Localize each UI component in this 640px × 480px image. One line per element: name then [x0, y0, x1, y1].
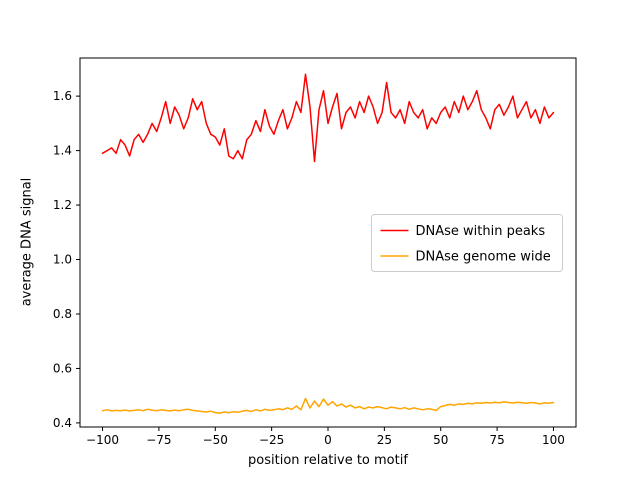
y-tick-label: 1.4	[53, 144, 72, 158]
legend-label: DNAse genome wide	[416, 250, 551, 265]
y-tick-label: 1.2	[53, 198, 72, 212]
legend: DNAse within peaks DNAse genome wide	[371, 214, 563, 272]
x-axis: −100 −75 −50 −25 0 25 50 75 100	[86, 427, 565, 447]
y-tick-label: 0.4	[53, 416, 72, 430]
legend-item-dnase-within-peaks: DNAse within peaks	[380, 224, 546, 239]
y-tick-label: 1.6	[53, 89, 72, 103]
x-tick-label: 25	[377, 433, 392, 447]
legend-box	[371, 214, 563, 272]
x-tick-label: −50	[203, 433, 228, 447]
y-tick-label: 0.6	[53, 361, 72, 375]
x-tick-label: −75	[146, 433, 171, 447]
x-tick-label: −100	[86, 433, 119, 447]
x-tick-label: 0	[324, 433, 332, 447]
y-tick-label: 0.8	[53, 307, 72, 321]
x-tick-label: 50	[433, 433, 448, 447]
series-group	[101, 73, 555, 414]
legend-label: DNAse within peaks	[416, 224, 546, 239]
x-axis-label: position relative to motif	[248, 453, 408, 468]
series-line-dnase-within-peaks	[101, 73, 555, 163]
y-axis: 0.4 0.6 0.8 1.0 1.2 1.4 1.6	[53, 89, 80, 430]
legend-item-dnase-genome-wide: DNAse genome wide	[380, 250, 551, 265]
y-axis-label: average DNA signal	[19, 177, 35, 307]
x-tick-label: 100	[542, 433, 565, 447]
x-tick-label: 75	[489, 433, 504, 447]
x-tick-label: −25	[259, 433, 284, 447]
series-line-dnase-genome-wide	[101, 397, 555, 414]
y-tick-label: 1.0	[53, 253, 72, 267]
